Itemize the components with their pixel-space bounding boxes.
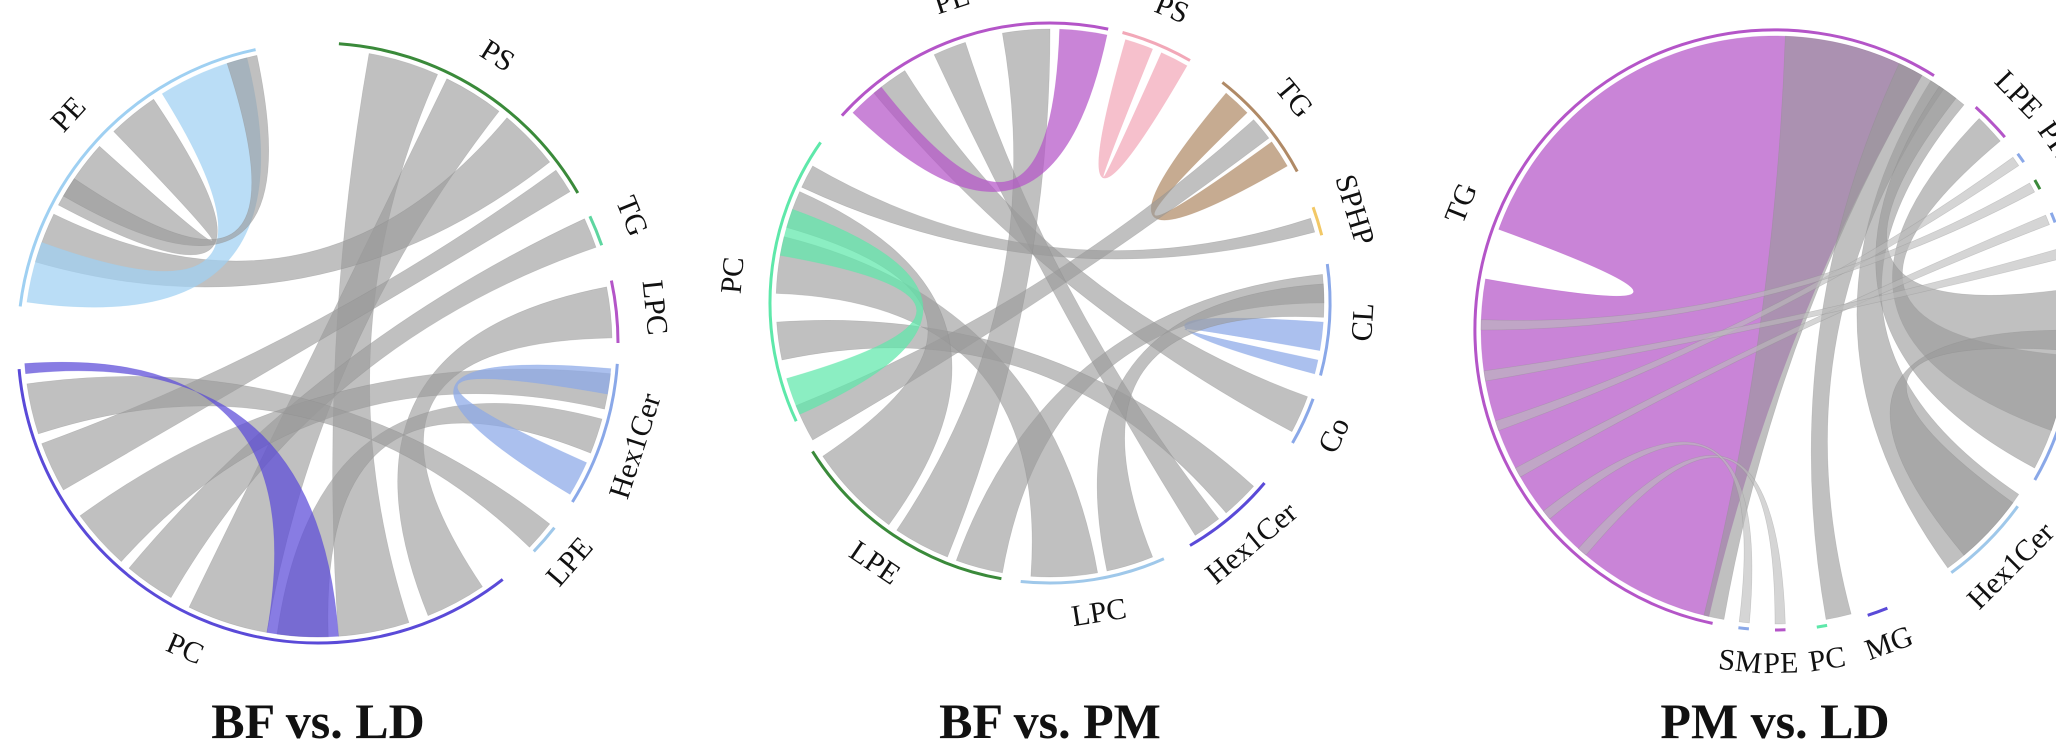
segment-label-co: Co: [1312, 413, 1357, 459]
panel-title-bf-vs-ld: BF vs. LD: [211, 693, 424, 745]
segment-label-ps: PS: [475, 33, 521, 79]
chord-ribbon: [1875, 85, 2056, 469]
segment-label-tg: TG: [1438, 178, 1484, 227]
segment-label-cl: CL: [1345, 302, 1380, 342]
segment-arc-co: [1291, 398, 1315, 444]
segment-label-lpe: LPE: [1988, 64, 2049, 125]
segment-arc-pe: [18, 48, 256, 307]
chord-ribbon: [801, 165, 1316, 260]
segment-arc-pi: [2016, 152, 2025, 164]
segment-arc-dg: [2033, 430, 2056, 481]
segment-arc-cl: [1319, 263, 1332, 376]
chord-ribbon: [896, 28, 1051, 558]
chord-ribbon: [1096, 283, 1325, 572]
chord-ribbon: [24, 361, 339, 638]
chord-ribbon: [79, 368, 611, 562]
segment-label-ps: PS: [2049, 143, 2056, 188]
segment-arc-hex1cer: [1189, 482, 1266, 547]
chord-ribbon: [453, 364, 612, 495]
chord-ribbon: [57, 98, 218, 256]
segment-arc-hex1cer: [571, 363, 619, 503]
segment-label-tg: TG: [1269, 72, 1320, 124]
segment-arc-tg: [1473, 28, 1935, 625]
segment-arc-tg: [588, 215, 604, 246]
segment-label-mg: MG: [1861, 619, 1918, 667]
chord-ribbon: [1483, 249, 2056, 382]
chord-ribbon: [779, 208, 924, 415]
segment-label-sphp: SPHP: [1328, 171, 1381, 249]
segment-label-pe: PE: [930, 0, 973, 21]
segment-arc-mg: [1867, 606, 1888, 617]
chord-panel-pm-vs-ld: LPEPIPSCLLPCDGHex1CerMGPCPESMTG: [1438, 28, 2056, 680]
chord-ribbon: [128, 218, 597, 599]
chord-ribbon: [1495, 156, 2020, 431]
segment-arc-lpe: [532, 526, 556, 553]
chord-ribbon: [397, 286, 613, 616]
segment-label-lpc: LPC: [1069, 592, 1129, 633]
segment-arc-pc: [1816, 623, 1828, 629]
chord-ribbon: [332, 53, 438, 637]
segment-label-hex1cer: Hex1Cer: [1199, 496, 1303, 591]
segment-arc-ps: [2033, 179, 2042, 190]
segment-arc-hex1cer: [1950, 505, 2019, 574]
panel-title-bf-vs-pm: BF vs. PM: [939, 693, 1161, 745]
segment-label-sm: SM: [1717, 643, 1764, 680]
chord-ribbon: [852, 28, 1108, 193]
segment-arc-cl: [2049, 212, 2056, 224]
segment-label-pe: PE: [1763, 646, 1799, 680]
chord-ribbon: [1542, 441, 1753, 624]
chord-ribbon: [1577, 455, 1786, 625]
segment-arc-lpe: [1974, 105, 2006, 139]
segment-arc-pc: [768, 141, 822, 422]
segment-label-ps: PS: [1150, 0, 1193, 30]
segment-arc-lpc: [609, 280, 620, 344]
chord-ribbon: [1480, 182, 2036, 331]
segment-label-lpc: LPC: [636, 279, 675, 337]
segment-arc-tg: [1221, 81, 1299, 173]
chord-ribbon: [1889, 329, 2056, 556]
segment-arc-lpe: [811, 450, 1002, 581]
segment-arc-lpc: [1020, 557, 1165, 585]
segment-label-lpe: LPE: [843, 534, 906, 591]
segment-arc-ps: [338, 42, 580, 194]
chord-ribbon: [62, 55, 269, 246]
chord-ribbon: [26, 57, 261, 308]
segment-arc-ps: [1122, 31, 1191, 62]
segment-label-tg: TG: [609, 191, 655, 240]
chord-ribbon: [26, 376, 551, 548]
segment-arc-pc: [17, 368, 504, 645]
chord-ribbon: [41, 169, 571, 491]
segment-label-lpe: LPE: [540, 531, 600, 593]
segment-arc-pe: [840, 21, 1109, 117]
segment-label-pe: PE: [44, 90, 92, 138]
segment-label-pi: PI: [2031, 115, 2056, 156]
chord-ribbon: [1098, 39, 1188, 179]
segment-label-pc: PC: [715, 256, 751, 295]
segment-label-pc: PC: [162, 626, 209, 671]
panel-title-pm-vs-ld: PM vs. LD: [1660, 693, 1889, 745]
segment-label-pc: PC: [1806, 640, 1847, 678]
segment-arc-sm: [1738, 626, 1750, 631]
chord-ribbon: [933, 42, 1220, 536]
segment-arc-sphp: [1311, 206, 1324, 236]
